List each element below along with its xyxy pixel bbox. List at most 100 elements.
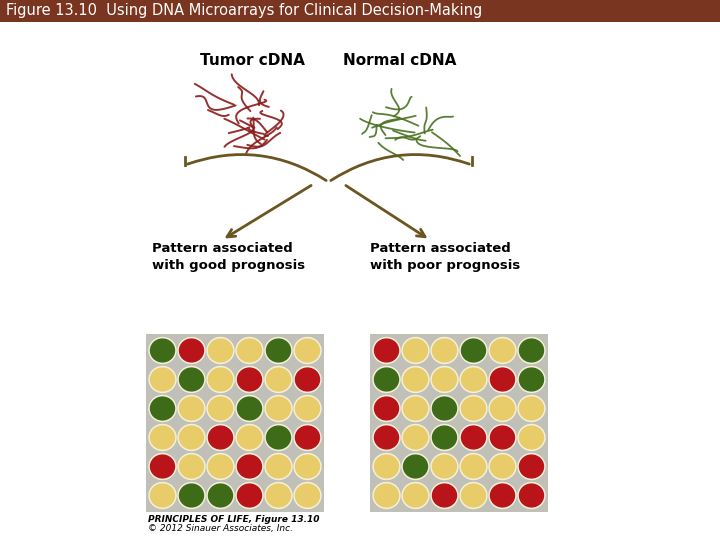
Ellipse shape xyxy=(238,397,261,420)
Ellipse shape xyxy=(489,367,516,393)
Ellipse shape xyxy=(295,484,320,507)
Ellipse shape xyxy=(294,454,321,480)
Ellipse shape xyxy=(489,424,516,450)
Ellipse shape xyxy=(150,339,174,362)
Ellipse shape xyxy=(295,426,320,449)
Ellipse shape xyxy=(520,397,544,420)
Ellipse shape xyxy=(294,367,321,393)
Ellipse shape xyxy=(266,368,290,391)
Ellipse shape xyxy=(295,368,320,391)
Ellipse shape xyxy=(431,483,458,509)
Text: Figure 13.10  Using DNA Microarrays for Clinical Decision-Making: Figure 13.10 Using DNA Microarrays for C… xyxy=(6,3,482,18)
Ellipse shape xyxy=(179,339,204,362)
Ellipse shape xyxy=(179,484,204,507)
Ellipse shape xyxy=(403,426,428,449)
Ellipse shape xyxy=(207,424,234,450)
Text: Tumor cDNA: Tumor cDNA xyxy=(199,53,305,68)
Ellipse shape xyxy=(402,338,429,363)
Ellipse shape xyxy=(265,367,292,393)
Ellipse shape xyxy=(433,397,456,420)
Ellipse shape xyxy=(266,484,290,507)
Ellipse shape xyxy=(431,338,458,363)
Ellipse shape xyxy=(373,338,400,363)
Ellipse shape xyxy=(207,395,234,422)
Ellipse shape xyxy=(403,339,428,362)
Ellipse shape xyxy=(238,368,261,391)
Ellipse shape xyxy=(373,367,400,393)
Ellipse shape xyxy=(460,483,487,509)
Ellipse shape xyxy=(520,484,544,507)
Ellipse shape xyxy=(149,454,176,480)
Ellipse shape xyxy=(207,367,234,393)
Ellipse shape xyxy=(431,395,458,422)
Ellipse shape xyxy=(460,338,487,363)
Ellipse shape xyxy=(490,426,515,449)
Ellipse shape xyxy=(518,395,545,422)
Ellipse shape xyxy=(374,339,398,362)
Ellipse shape xyxy=(178,395,205,422)
Ellipse shape xyxy=(374,484,398,507)
Ellipse shape xyxy=(294,424,321,450)
Ellipse shape xyxy=(490,339,515,362)
Ellipse shape xyxy=(266,455,290,478)
Ellipse shape xyxy=(403,368,428,391)
Ellipse shape xyxy=(433,426,456,449)
Ellipse shape xyxy=(520,455,544,478)
Ellipse shape xyxy=(238,484,261,507)
Ellipse shape xyxy=(266,426,290,449)
Ellipse shape xyxy=(265,424,292,450)
Ellipse shape xyxy=(179,397,204,420)
Ellipse shape xyxy=(433,339,456,362)
Ellipse shape xyxy=(265,338,292,363)
Ellipse shape xyxy=(489,395,516,422)
Ellipse shape xyxy=(403,484,428,507)
Ellipse shape xyxy=(373,483,400,509)
Ellipse shape xyxy=(149,483,176,509)
Ellipse shape xyxy=(150,426,174,449)
Ellipse shape xyxy=(178,338,205,363)
Ellipse shape xyxy=(489,338,516,363)
FancyBboxPatch shape xyxy=(146,334,324,512)
Ellipse shape xyxy=(236,338,263,363)
Ellipse shape xyxy=(265,483,292,509)
Text: Pattern associated
with poor prognosis: Pattern associated with poor prognosis xyxy=(370,242,521,272)
Ellipse shape xyxy=(374,397,398,420)
Ellipse shape xyxy=(266,397,290,420)
Ellipse shape xyxy=(238,426,261,449)
Ellipse shape xyxy=(236,395,263,422)
Ellipse shape xyxy=(402,454,429,480)
Ellipse shape xyxy=(209,368,233,391)
Ellipse shape xyxy=(238,455,261,478)
FancyBboxPatch shape xyxy=(370,334,548,512)
Ellipse shape xyxy=(149,338,176,363)
Ellipse shape xyxy=(207,483,234,509)
Ellipse shape xyxy=(462,426,485,449)
Ellipse shape xyxy=(295,339,320,362)
Ellipse shape xyxy=(460,454,487,480)
Ellipse shape xyxy=(402,424,429,450)
Ellipse shape xyxy=(373,395,400,422)
Ellipse shape xyxy=(150,455,174,478)
FancyBboxPatch shape xyxy=(0,0,720,22)
Ellipse shape xyxy=(295,455,320,478)
Ellipse shape xyxy=(149,424,176,450)
Ellipse shape xyxy=(520,426,544,449)
Ellipse shape xyxy=(265,454,292,480)
Ellipse shape xyxy=(374,455,398,478)
Ellipse shape xyxy=(489,483,516,509)
Ellipse shape xyxy=(209,339,233,362)
Ellipse shape xyxy=(489,454,516,480)
Ellipse shape xyxy=(179,426,204,449)
Ellipse shape xyxy=(236,483,263,509)
Text: PRINCIPLES OF LIFE, Figure 13.10: PRINCIPLES OF LIFE, Figure 13.10 xyxy=(148,515,320,524)
Ellipse shape xyxy=(462,455,485,478)
Ellipse shape xyxy=(149,395,176,422)
Ellipse shape xyxy=(431,454,458,480)
Ellipse shape xyxy=(433,484,456,507)
Ellipse shape xyxy=(374,426,398,449)
Ellipse shape xyxy=(520,368,544,391)
Ellipse shape xyxy=(236,367,263,393)
Ellipse shape xyxy=(209,455,233,478)
Text: Normal cDNA: Normal cDNA xyxy=(343,53,456,68)
Ellipse shape xyxy=(402,367,429,393)
